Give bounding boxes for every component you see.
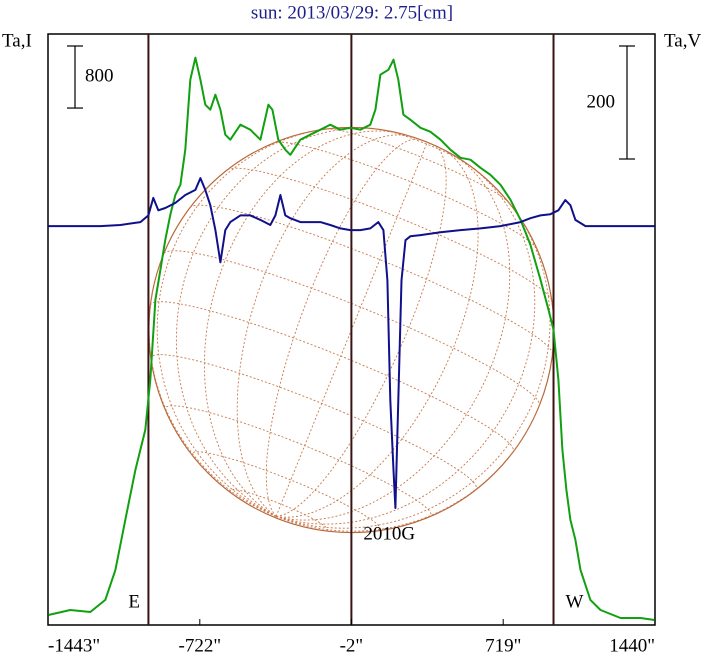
meridian <box>265 138 420 517</box>
series-line <box>48 56 655 621</box>
solar-disk <box>148 126 555 534</box>
parallel <box>150 354 477 490</box>
y-axis-label: Ta,I <box>2 30 32 51</box>
meridian <box>275 155 511 521</box>
x-tick-label: 1440" <box>609 635 655 656</box>
meridian <box>275 163 536 525</box>
meridian <box>276 145 447 517</box>
series-line <box>48 177 655 509</box>
meridian <box>275 142 428 517</box>
parallel <box>191 451 381 532</box>
x-tick-label: -1443" <box>48 635 100 656</box>
y2-axis-label: Ta,V <box>664 30 701 51</box>
parallel <box>326 128 510 204</box>
x-tick-label: -2" <box>340 635 364 656</box>
parallel <box>163 250 540 406</box>
parallel <box>227 167 552 300</box>
meridian <box>236 134 413 517</box>
meridian <box>276 148 479 518</box>
meridian <box>156 127 338 517</box>
meridian <box>203 130 399 517</box>
x-tick-label: -722" <box>179 635 222 656</box>
parallel <box>273 141 537 249</box>
annotation: 2010G <box>363 523 415 544</box>
scale-bar-label: 800 <box>85 65 114 86</box>
chart-title: sun: 2013/03/29: 2.75[cm] <box>251 2 453 23</box>
parallel <box>164 405 432 518</box>
scale-bar-label: 200 <box>587 91 616 112</box>
parallel <box>382 129 469 165</box>
meridian <box>275 194 551 529</box>
limb-label: W <box>566 591 584 612</box>
parallel <box>149 301 514 452</box>
limb-label: E <box>128 591 140 612</box>
x-tick-label: 719" <box>485 635 521 656</box>
